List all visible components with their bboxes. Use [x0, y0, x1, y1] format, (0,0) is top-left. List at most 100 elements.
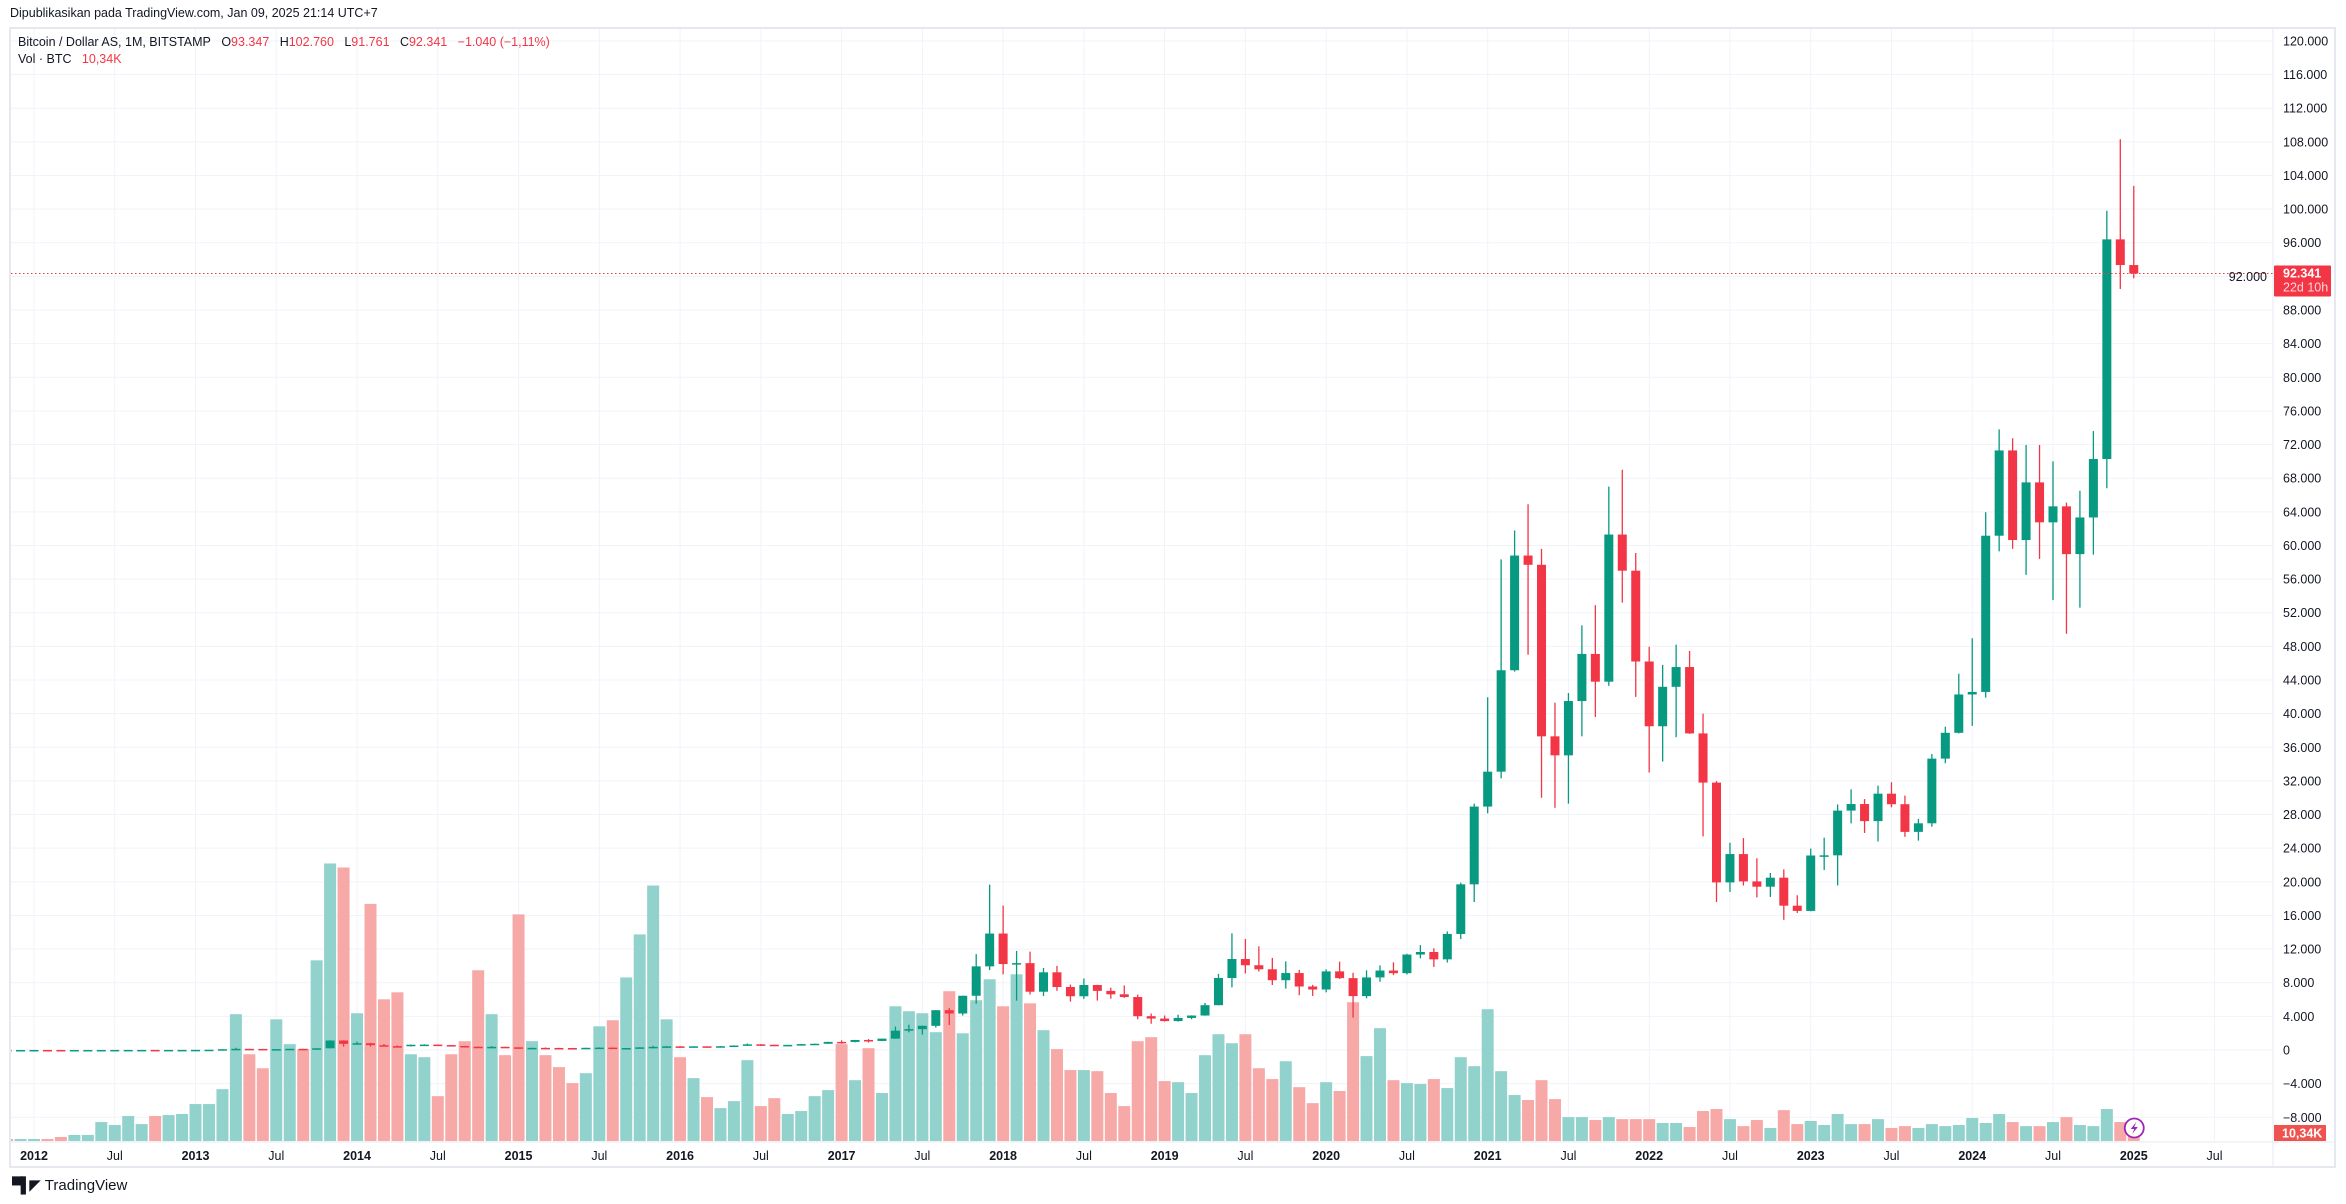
candle-body: [1994, 450, 2004, 536]
candle-body: [1590, 653, 1600, 682]
candle-body: [1792, 905, 1802, 911]
volume-bar: [1050, 1049, 1063, 1141]
volume-bar: [28, 1138, 40, 1141]
legend-high: 102.760: [288, 35, 334, 49]
last-volume-badge: [2274, 1125, 2326, 1141]
candle-body: [1079, 984, 1089, 997]
candle-body: [783, 1044, 793, 1047]
candle-body: [1860, 804, 1870, 822]
volume-bar: [1737, 1126, 1750, 1141]
candle-body: [1685, 667, 1695, 734]
legend-symbol[interactable]: Bitcoin / Dollar AS, 1M, BITSTAMP: [18, 35, 211, 49]
volume-bar: [445, 1054, 458, 1141]
candle-body: [1806, 855, 1816, 911]
candle-body: [217, 1049, 227, 1051]
volume-bar: [943, 991, 956, 1141]
candle-body: [1469, 806, 1479, 885]
legend-close-label: C: [399, 35, 409, 49]
volume-bar: [189, 1104, 202, 1141]
volume-bar: [566, 1083, 579, 1141]
candle-body: [1213, 978, 1223, 1006]
candle-body: [1146, 1016, 1156, 1019]
candle-body: [487, 1046, 497, 1049]
candle-body: [419, 1044, 429, 1047]
candle-body: [1496, 670, 1506, 772]
volume-bar: [1212, 1034, 1225, 1141]
candle-body: [379, 1045, 389, 1047]
candle-body: [1510, 555, 1520, 671]
volume-bar: [337, 867, 350, 1141]
candle-body: [689, 1046, 699, 1048]
candle-body: [621, 1048, 631, 1050]
volume-bar: [929, 1032, 942, 1141]
volume-bar: [1697, 1111, 1710, 1141]
volume-bar: [1791, 1124, 1804, 1141]
volume-bar: [2033, 1126, 2046, 1141]
time-tick-label: 2015: [505, 1149, 533, 1163]
candle-body: [231, 1048, 241, 1051]
candle-body: [2021, 482, 2031, 540]
volume-bar: [2114, 1122, 2127, 1141]
candle-body: [258, 1048, 268, 1051]
candle-body: [1160, 1018, 1170, 1022]
time-axis[interactable]: 2012 Jul 2013 Jul 2014 Jul 2015 Jul 2016 Jul 2017 J…: [11, 1141, 2334, 1163]
candle-body: [2115, 239, 2125, 266]
candle-body: [1873, 793, 1883, 822]
time-tick-label: Jul: [914, 1149, 930, 1163]
candle-body: [1483, 771, 1493, 807]
volume-bar: [1145, 1037, 1158, 1141]
volume-bar: [216, 1089, 229, 1141]
time-tick-label: 2017: [828, 1149, 856, 1163]
candle-body: [285, 1048, 295, 1051]
volume-bar: [875, 1093, 888, 1141]
candle-body: [796, 1044, 806, 1046]
candle-body: [29, 1049, 39, 1052]
candle-body: [366, 1043, 375, 1046]
candle-body: [164, 1049, 174, 1052]
candle-body: [648, 1046, 658, 1049]
candle-body: [1362, 977, 1372, 997]
candle-body: [1308, 986, 1318, 990]
candle-body: [137, 1049, 147, 1052]
volume-bar: [1845, 1124, 1858, 1141]
candle-body: [1092, 984, 1102, 991]
candle-body: [1577, 653, 1587, 702]
chart-frame: [9, 27, 2336, 1168]
time-tick-label: Jul: [591, 1149, 607, 1163]
volume-bar: [1185, 1093, 1198, 1141]
volume-bar: [2006, 1122, 2019, 1141]
volume-bar: [351, 1013, 364, 1141]
candle-body: [16, 1049, 26, 1052]
volume-bar: [229, 1014, 242, 1141]
price-tick-label: 84.000: [2283, 337, 2321, 351]
price-tick-label: 32.000: [2283, 774, 2321, 788]
price-tick-label: 120.000: [2283, 34, 2328, 48]
volume-bar: [431, 1096, 444, 1141]
volume-bar: [1441, 1088, 1454, 1141]
price-tick-label: 8.000: [2283, 976, 2314, 990]
volume-bar: [701, 1097, 713, 1141]
candle-body: [608, 1047, 618, 1050]
price-axis[interactable]: −8.000 −4.000 0 4.000 8.000 12.000 16.000 20.00…: [2229, 29, 2328, 1166]
volume-bar: [1602, 1117, 1615, 1141]
candle-body: [2048, 506, 2058, 523]
price-tick-label: 28.000: [2283, 808, 2321, 822]
candle-body: [1254, 965, 1264, 970]
legend-volume-label[interactable]: Vol · BTC: [18, 52, 72, 66]
volume-bar: [14, 1138, 27, 1141]
candle-body: [1429, 951, 1439, 960]
time-tick-label: 2014: [343, 1149, 371, 1163]
candle-body: [339, 1040, 349, 1044]
volume-bar: [687, 1078, 700, 1141]
legend-high-label: H: [279, 35, 289, 49]
candle-body: [864, 1039, 874, 1042]
candle-body: [931, 1010, 941, 1026]
candle-body: [42, 1049, 52, 1052]
candle-body: [1940, 732, 1950, 759]
candle-body: [1819, 855, 1829, 857]
volume-bar: [499, 1055, 512, 1141]
time-tick-label: 2024: [1958, 1149, 1986, 1163]
candle-body: [1240, 959, 1250, 966]
